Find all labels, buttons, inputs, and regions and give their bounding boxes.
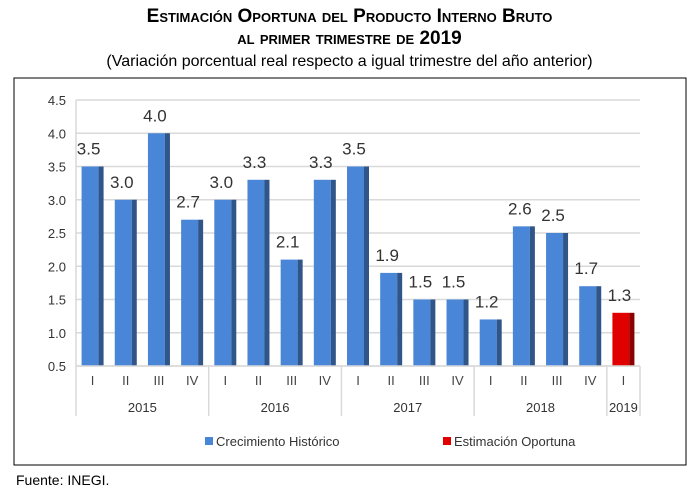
year-label: 2016 [261, 400, 290, 415]
bar-side [430, 299, 436, 366]
bar [380, 272, 398, 366]
bar-side [198, 219, 204, 366]
x-tick-label: II [520, 373, 527, 388]
bar-side [529, 226, 535, 366]
data-label: 4.0 [143, 106, 167, 125]
bar-side [330, 179, 336, 366]
chart-subtitle: (Variación porcentual real respecto a ig… [106, 53, 593, 70]
data-label: 1.7 [574, 259, 598, 278]
x-tick-label: I [223, 373, 227, 388]
x-tick-label: III [154, 373, 165, 388]
y-tick-label: 3.5 [48, 160, 66, 175]
data-label: 3.0 [209, 173, 233, 192]
year-label: 2017 [393, 400, 422, 415]
bar-side [98, 166, 104, 366]
bar-side [231, 199, 237, 366]
bar [512, 226, 530, 366]
y-tick-label: 3.0 [48, 193, 66, 208]
x-tick-label: IV [186, 373, 199, 388]
chart-title: Estimación Oportuna del Producto Interno… [146, 6, 553, 27]
bar-side [397, 272, 403, 366]
legend-label: Estimación Oportuna [454, 434, 576, 449]
x-tick-label: IV [584, 373, 597, 388]
bar [247, 179, 265, 366]
bar [81, 166, 99, 366]
bar [546, 233, 564, 366]
x-tick-label: II [388, 373, 395, 388]
bar-side [496, 319, 502, 366]
bar-side [596, 286, 602, 366]
data-label: 1.5 [442, 273, 466, 292]
bar-side [364, 166, 369, 366]
y-tick-label: 0.5 [48, 359, 66, 374]
y-tick-label: 4.0 [48, 126, 66, 141]
y-tick-label: 2.0 [48, 259, 66, 274]
data-label: 1.5 [409, 273, 433, 292]
data-label: 3.5 [77, 140, 101, 159]
bar [446, 299, 464, 366]
x-tick-label: III [419, 373, 430, 388]
data-label: 3.3 [243, 153, 267, 172]
x-tick-label: I [91, 373, 95, 388]
year-label: 2018 [526, 400, 555, 415]
bar [612, 312, 630, 366]
bar-side [131, 199, 137, 366]
x-tick-label: II [255, 373, 262, 388]
bar [479, 319, 497, 366]
year-label: 2015 [128, 400, 157, 415]
legend-swatch [205, 437, 213, 445]
data-label: 1.3 [608, 286, 632, 305]
x-tick-label: IV [451, 373, 464, 388]
data-label: 2.5 [541, 206, 565, 225]
bar [114, 199, 132, 366]
data-label: 1.2 [475, 292, 499, 311]
y-tick-label: 2.5 [48, 226, 66, 241]
y-tick-label: 1.0 [48, 326, 66, 341]
legend-label: Crecimiento Histórico [216, 434, 340, 449]
legend-swatch [443, 437, 451, 445]
bar-side [463, 299, 469, 366]
x-tick-label: I [489, 373, 493, 388]
year-label: 2019 [609, 400, 638, 415]
x-tick-label: I [622, 373, 626, 388]
bar [413, 299, 431, 366]
bar [347, 166, 364, 366]
data-label: 2.7 [176, 193, 200, 212]
bar [214, 199, 232, 366]
x-tick-label: IV [319, 373, 332, 388]
x-tick-label: I [356, 373, 360, 388]
data-label: 3.3 [309, 153, 333, 172]
data-label: 1.9 [375, 246, 399, 265]
bar [280, 259, 298, 366]
chart-frame [13, 77, 687, 466]
data-label: 3.0 [110, 173, 134, 192]
x-tick-label: II [122, 373, 129, 388]
bar-side [264, 179, 270, 366]
y-tick-label: 4.5 [48, 93, 66, 108]
data-label: 2.1 [276, 233, 300, 252]
bar [579, 286, 597, 366]
source-note: Fuente: INEGI. [16, 472, 110, 488]
bar [181, 219, 199, 366]
bar [313, 179, 331, 366]
bar-side [164, 133, 170, 366]
data-label: 3.5 [342, 140, 366, 159]
chart-title-line2: al primer trimestre de 2019 [237, 28, 462, 49]
data-label: 2.6 [508, 199, 532, 218]
x-tick-label: III [552, 373, 563, 388]
y-tick-label: 1.5 [48, 293, 66, 308]
bar-side [563, 233, 569, 366]
bar-side [297, 259, 303, 366]
bar-side [629, 312, 635, 366]
bar [147, 133, 165, 366]
x-tick-label: III [286, 373, 297, 388]
